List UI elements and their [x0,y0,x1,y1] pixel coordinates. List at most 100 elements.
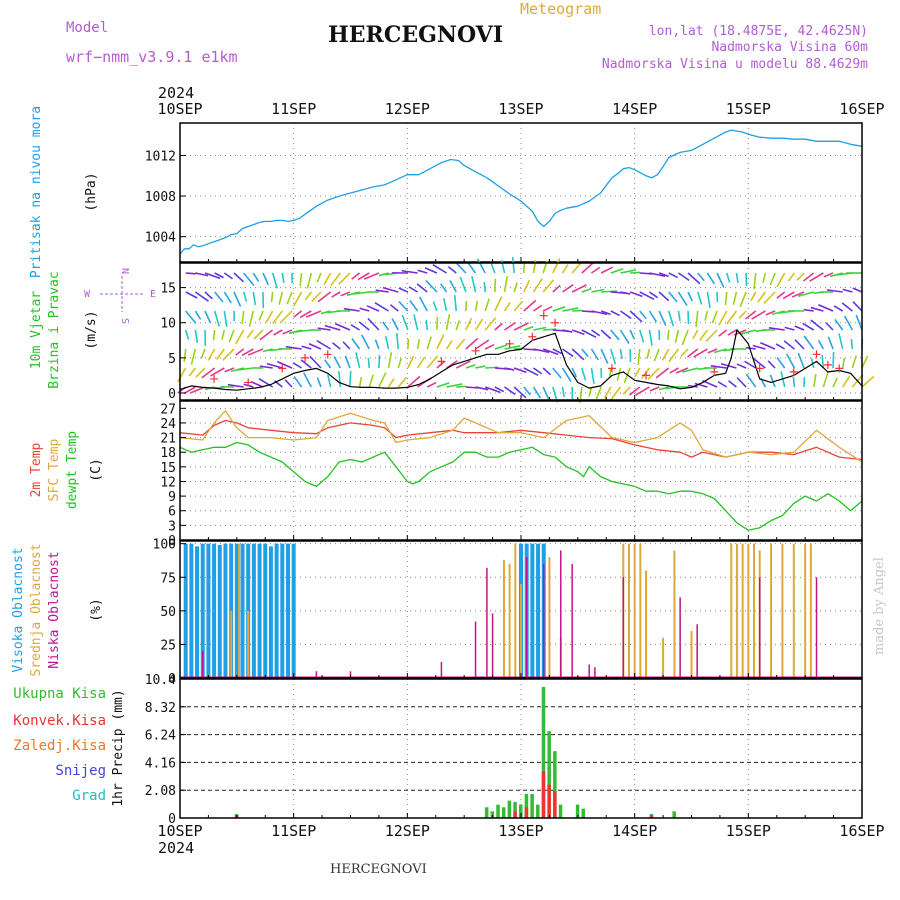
wind-arrow [227,383,244,388]
wind-arrow [809,272,824,282]
wind-arrow [562,307,579,312]
wind-arrow [600,266,614,274]
wind-arrow [504,367,515,371]
wind-arrow [810,319,824,331]
wind-arrow [204,272,221,280]
wind-arrow [552,258,561,274]
compass-east: E [150,289,156,300]
wind-arrow [600,329,612,340]
wind-arrow [476,258,486,274]
cloud-bar-1 [291,543,296,678]
wind-arrow [424,267,438,274]
wind-arrow [603,386,612,399]
cloud-bar-2 [673,550,676,678]
wind-arrow [704,310,709,321]
temp-ylabel-2m: 2m Temp [29,442,44,497]
gust-marker [710,367,719,376]
precip-bar-1 [490,811,495,818]
wind-arrow [552,306,566,312]
wind-arrow [382,321,390,331]
wind-arrow [674,329,680,343]
cloud-bar-3 [560,550,562,678]
footer-location: HERCEGNOVI [330,862,427,877]
wind-arrow [825,322,834,331]
wind-arrow [542,305,553,312]
wind-arrow [201,367,216,379]
cloud-bar-2 [238,543,241,678]
wind-arrow [237,367,254,371]
wind-arrow [798,291,814,297]
pressure-y-tick: 1004 [145,231,176,246]
gust-marker [278,364,287,373]
wind-arrow [590,348,600,361]
wind-arrow [533,304,543,312]
wind-arrow [442,298,448,312]
wind-arrow [303,372,312,388]
wind-arrow [228,329,235,343]
wind-arrow [782,291,795,300]
wind-arrow [436,360,445,369]
year-label-bottom: 2024 [158,839,194,857]
wind-arrow [706,272,716,285]
wind-arrow [401,314,409,331]
wind-arrow [194,291,209,302]
cloud-bar-2 [247,610,250,678]
wind-arrow [810,306,824,312]
grid-lines [180,123,862,262]
cloud-bar-1 [212,543,217,678]
wind-arrow [740,329,756,335]
cloud-bar-2 [730,543,733,678]
wind-arrow [692,329,699,340]
wind-arrow [265,310,274,323]
wind-arrow [316,340,332,350]
wind-arrow [639,310,647,320]
temp-ylabel-sfc: SFC Temp [47,439,62,502]
wind-arrow [311,291,322,302]
precip-bar-1 [484,807,489,818]
wind-arrow [523,279,531,293]
wind-arrow [591,266,601,274]
wind-arrow [215,348,225,360]
wind-arrow [378,272,389,277]
wind-arrow [323,272,332,285]
wind-arrow [834,319,844,331]
time-tick-top: 14SEP [612,100,657,118]
precip-legend-item: Ukupna Kisa [13,686,106,702]
cloud-bar-3 [679,597,681,678]
wind-arrow [817,339,825,350]
wind-arrow [467,262,477,274]
cloud-bar-2 [548,557,551,678]
wind-arrow [456,385,467,388]
wind-arrow [649,272,666,278]
wind-arrow [342,341,351,350]
wind-arrow [308,343,322,350]
wind-arrow [682,367,698,373]
wind-arrow [523,326,534,331]
wind-arrow [280,310,293,323]
wind-arrow [484,317,497,331]
wind-arrow [513,282,518,293]
wind-arrow [571,329,585,336]
wind-arrow [648,310,658,323]
wind-arrow-field [177,256,875,403]
cloud-bar-3 [486,567,488,678]
wind-arrow [717,381,728,388]
wind-arrow [784,326,795,331]
wind-arrow [445,314,451,331]
cloud-y-tick: 0 [168,672,176,687]
wind-arrow [803,308,814,312]
pressure-y-tick: 1008 [145,190,176,205]
wind-arrow [696,291,703,305]
wind-arrow [223,310,228,327]
wind-arrow [513,386,527,399]
wind-arrow [630,271,641,274]
wind-arrow [822,371,829,388]
wind-arrow [455,320,461,331]
wind-arrow [475,386,489,391]
wind-arrow [771,310,785,316]
cloud-bar-1 [274,543,279,678]
wind-y-tick: 5 [168,352,176,367]
wind-arrow [194,329,199,343]
wind-arrow [732,291,738,305]
time-tick-top: 15SEP [726,100,771,118]
